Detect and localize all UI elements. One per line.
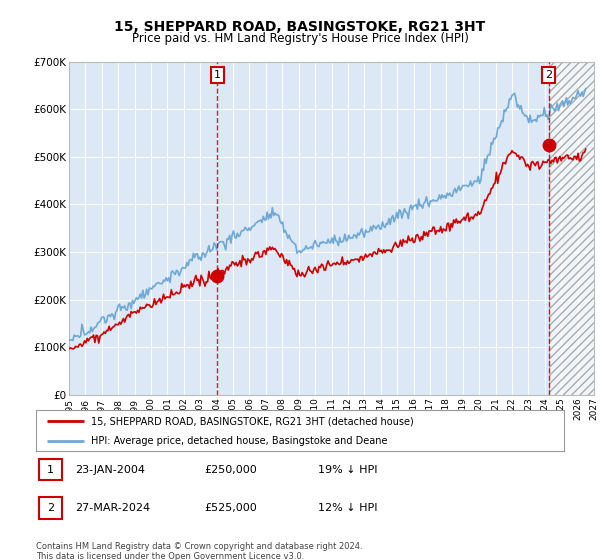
Text: £525,000: £525,000	[204, 503, 257, 513]
Bar	[549, 62, 594, 395]
Text: 23-JAN-2004: 23-JAN-2004	[75, 465, 145, 475]
Text: 12% ↓ HPI: 12% ↓ HPI	[318, 503, 377, 513]
Text: 15, SHEPPARD ROAD, BASINGSTOKE, RG21 3HT (detached house): 15, SHEPPARD ROAD, BASINGSTOKE, RG21 3HT…	[91, 417, 414, 426]
Text: Price paid vs. HM Land Registry's House Price Index (HPI): Price paid vs. HM Land Registry's House …	[131, 32, 469, 45]
Text: HPI: Average price, detached house, Basingstoke and Deane: HPI: Average price, detached house, Basi…	[91, 436, 388, 446]
Text: 19% ↓ HPI: 19% ↓ HPI	[318, 465, 377, 475]
Text: £250,000: £250,000	[204, 465, 257, 475]
Text: Contains HM Land Registry data © Crown copyright and database right 2024.
This d: Contains HM Land Registry data © Crown c…	[36, 542, 362, 560]
Text: 15, SHEPPARD ROAD, BASINGSTOKE, RG21 3HT: 15, SHEPPARD ROAD, BASINGSTOKE, RG21 3HT	[115, 20, 485, 34]
Text: 1: 1	[214, 70, 221, 80]
Text: 2: 2	[47, 503, 54, 513]
Bar	[549, 62, 594, 395]
Text: 2: 2	[545, 70, 552, 80]
Text: 1: 1	[47, 465, 54, 475]
Text: 27-MAR-2024: 27-MAR-2024	[75, 503, 150, 513]
